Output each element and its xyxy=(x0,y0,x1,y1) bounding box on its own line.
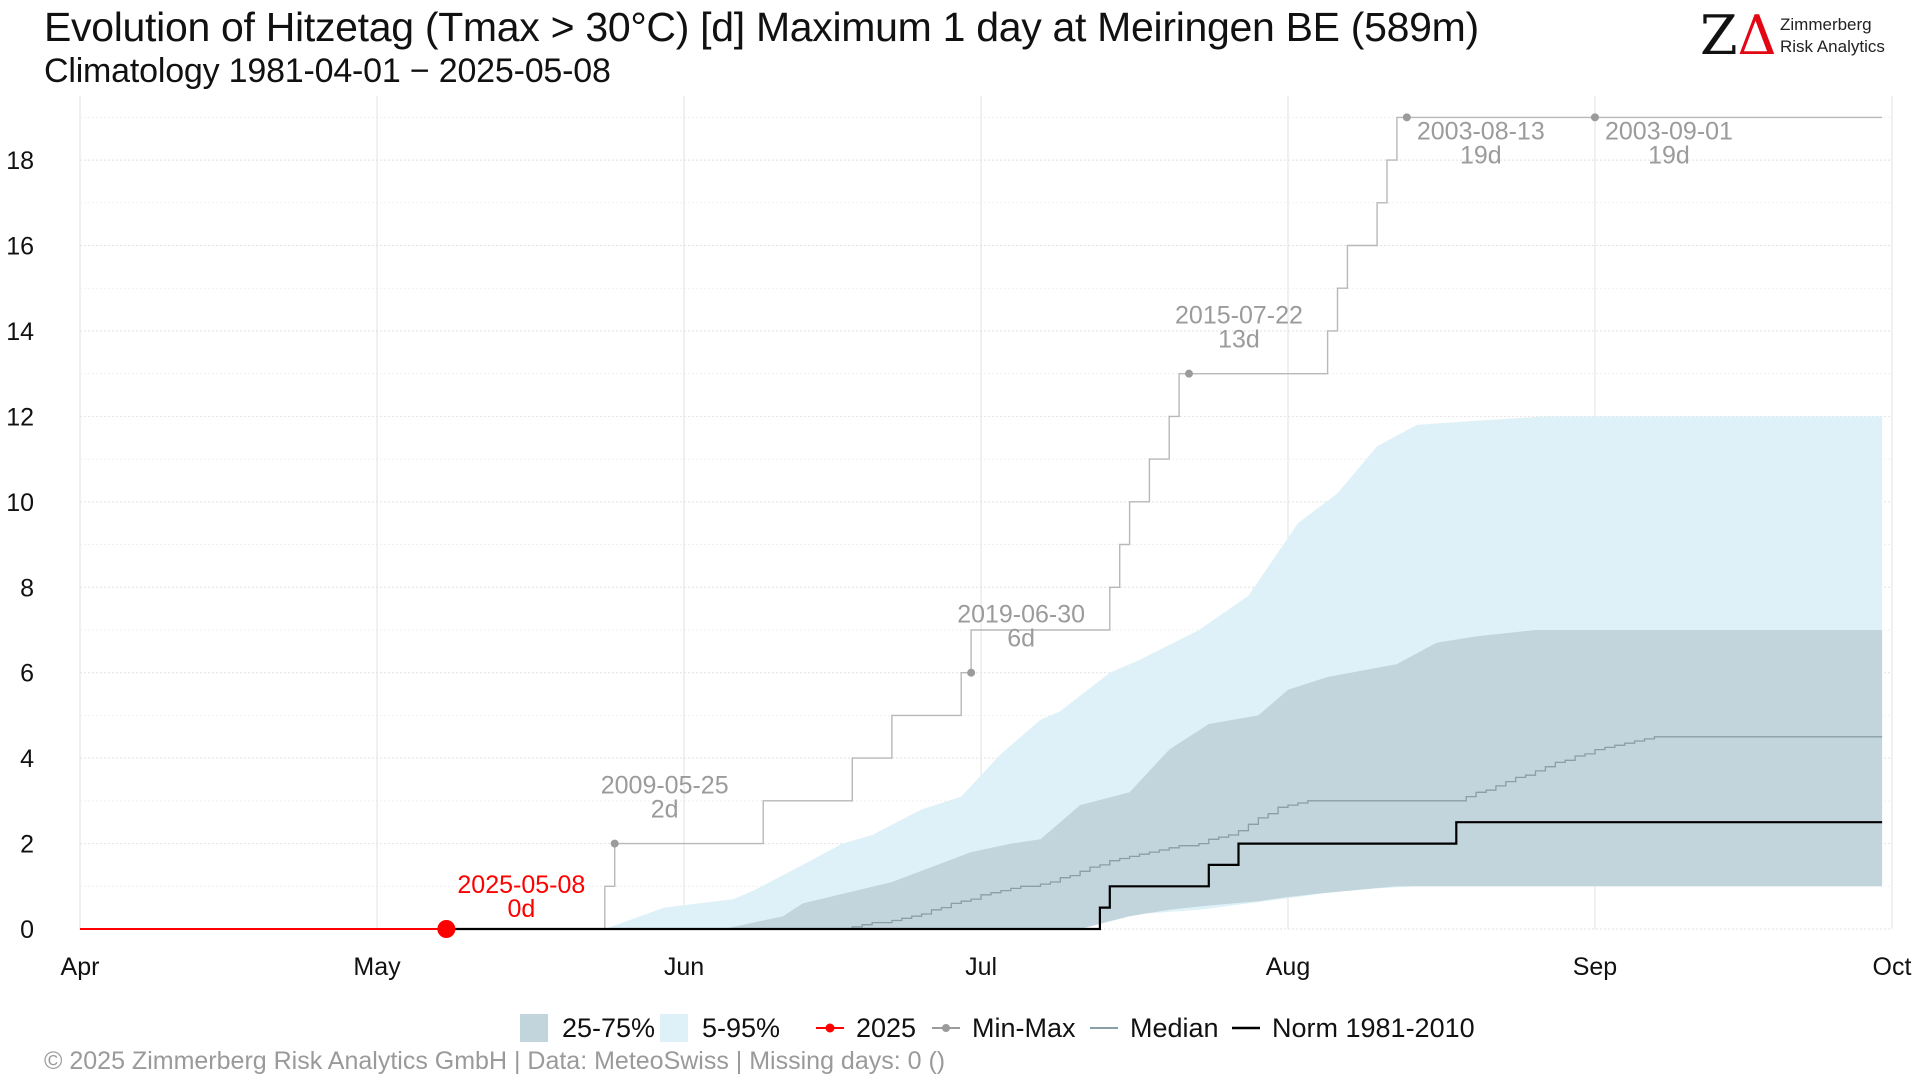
median-line xyxy=(842,736,1883,930)
y-tick-label: 6 xyxy=(20,660,34,688)
annotation-value-label: 6d xyxy=(1007,625,1035,653)
max-point xyxy=(967,668,976,677)
series-lines xyxy=(80,116,1883,931)
legend-item-min-max: Min-Max xyxy=(932,1010,1076,1046)
x-tick-label: May xyxy=(353,953,401,981)
logo-letter: Z xyxy=(1700,4,1738,67)
annotation-date-label: 2009-05-25 xyxy=(601,772,729,800)
x-tick-label: Oct xyxy=(1873,953,1912,981)
annotation-value-label: 0d xyxy=(507,895,535,923)
y-tick-label: 12 xyxy=(6,403,34,431)
legend-label: 25-75% xyxy=(562,1012,656,1043)
annotation-date-label: 2019-06-30 xyxy=(957,601,1085,629)
x-tick-label: Jul xyxy=(965,953,997,981)
series-points xyxy=(437,113,1599,938)
legend-item-median: Median xyxy=(1090,1010,1219,1046)
logo-line-2: Risk Analytics xyxy=(1780,37,1885,56)
y-tick-label: 8 xyxy=(20,574,34,602)
annotation-date-label: 2003-09-01 xyxy=(1605,117,1733,145)
annotation-date-label: 2015-07-22 xyxy=(1175,302,1303,330)
x-tick-label: Aug xyxy=(1266,953,1310,981)
x-tick-label: Sep xyxy=(1573,953,1617,981)
max-point xyxy=(1402,113,1411,122)
logo-line-1: Zimmerberg xyxy=(1780,15,1872,34)
max-point xyxy=(1184,369,1193,378)
annotation-value-label: 2d xyxy=(651,796,679,824)
axis-tick-labels: 0 2 4 6 8 10 12 14 16 18 Apr May Jun Jul Aug Sep Oct xyxy=(6,147,1911,981)
y-tick-label: 2 xyxy=(20,831,34,859)
y-tick-label: 4 xyxy=(20,745,34,773)
legend-label: 5-95% xyxy=(702,1012,781,1043)
logo-triangle: Δ xyxy=(1737,4,1777,67)
logo-mark: ZΔ xyxy=(1700,6,1777,66)
chart-title: Evolution of Hitzetag (Tmax > 30°C) [d] … xyxy=(44,4,1479,50)
y-tick-label: 14 xyxy=(6,318,34,346)
legend-label: Median xyxy=(1130,1012,1219,1043)
y-tick-label: 18 xyxy=(6,147,34,175)
company-logo: ZΔ Zimmerberg Risk Analytics xyxy=(1700,6,1900,66)
legend-line-icon xyxy=(1232,1026,1260,1030)
band-25-75 xyxy=(723,630,1883,929)
legend-item-25-75: 25-75% xyxy=(520,1010,655,1046)
legend-item-5-95: 5-95% xyxy=(660,1010,780,1046)
annotation-value-label: 19d xyxy=(1460,141,1502,169)
chart-subtitle: Climatology 1981-04-01 − 2025-05-08 xyxy=(44,52,611,90)
annotation-date-label: 2025-05-08 xyxy=(457,871,585,899)
legend-label: Min-Max xyxy=(972,1012,1076,1043)
legend-item-2025: 2025 xyxy=(816,1010,916,1046)
legend-item-norm: Norm 1981-2010 xyxy=(1232,1010,1475,1046)
x-tick-label: Apr xyxy=(61,953,100,981)
annotation-value-label: 19d xyxy=(1648,141,1690,169)
legend-label: 2025 xyxy=(856,1012,917,1043)
legend-line-icon xyxy=(1090,1027,1118,1029)
chart-legend: 25-75% 5-95% 2025 Min-Max Median Norm 19… xyxy=(0,1010,1920,1046)
x-tick-label: Jun xyxy=(664,953,704,981)
legend-swatch xyxy=(520,1014,548,1042)
y-tick-label: 10 xyxy=(6,489,34,517)
footer-credits: © 2025 Zimmerberg Risk Analytics GmbH | … xyxy=(44,1047,946,1075)
max-point xyxy=(610,839,619,848)
annotation-date-label: 2003-08-13 xyxy=(1417,117,1545,145)
annotation-value-label: 13d xyxy=(1218,326,1260,354)
y-tick-label: 0 xyxy=(20,916,34,944)
max-point xyxy=(1590,113,1599,122)
current-2025-point xyxy=(437,920,456,938)
legend-swatch xyxy=(660,1014,688,1042)
legend-line-dot-icon xyxy=(932,1024,960,1032)
y-tick-label: 16 xyxy=(6,233,34,261)
legend-line-dot-icon xyxy=(816,1023,844,1033)
logo-text: Zimmerberg Risk Analytics xyxy=(1780,14,1885,58)
percentile-bands xyxy=(604,416,1883,929)
max-line xyxy=(604,116,1883,929)
legend-label: Norm 1981-2010 xyxy=(1272,1012,1475,1043)
norm-line xyxy=(446,821,1883,931)
